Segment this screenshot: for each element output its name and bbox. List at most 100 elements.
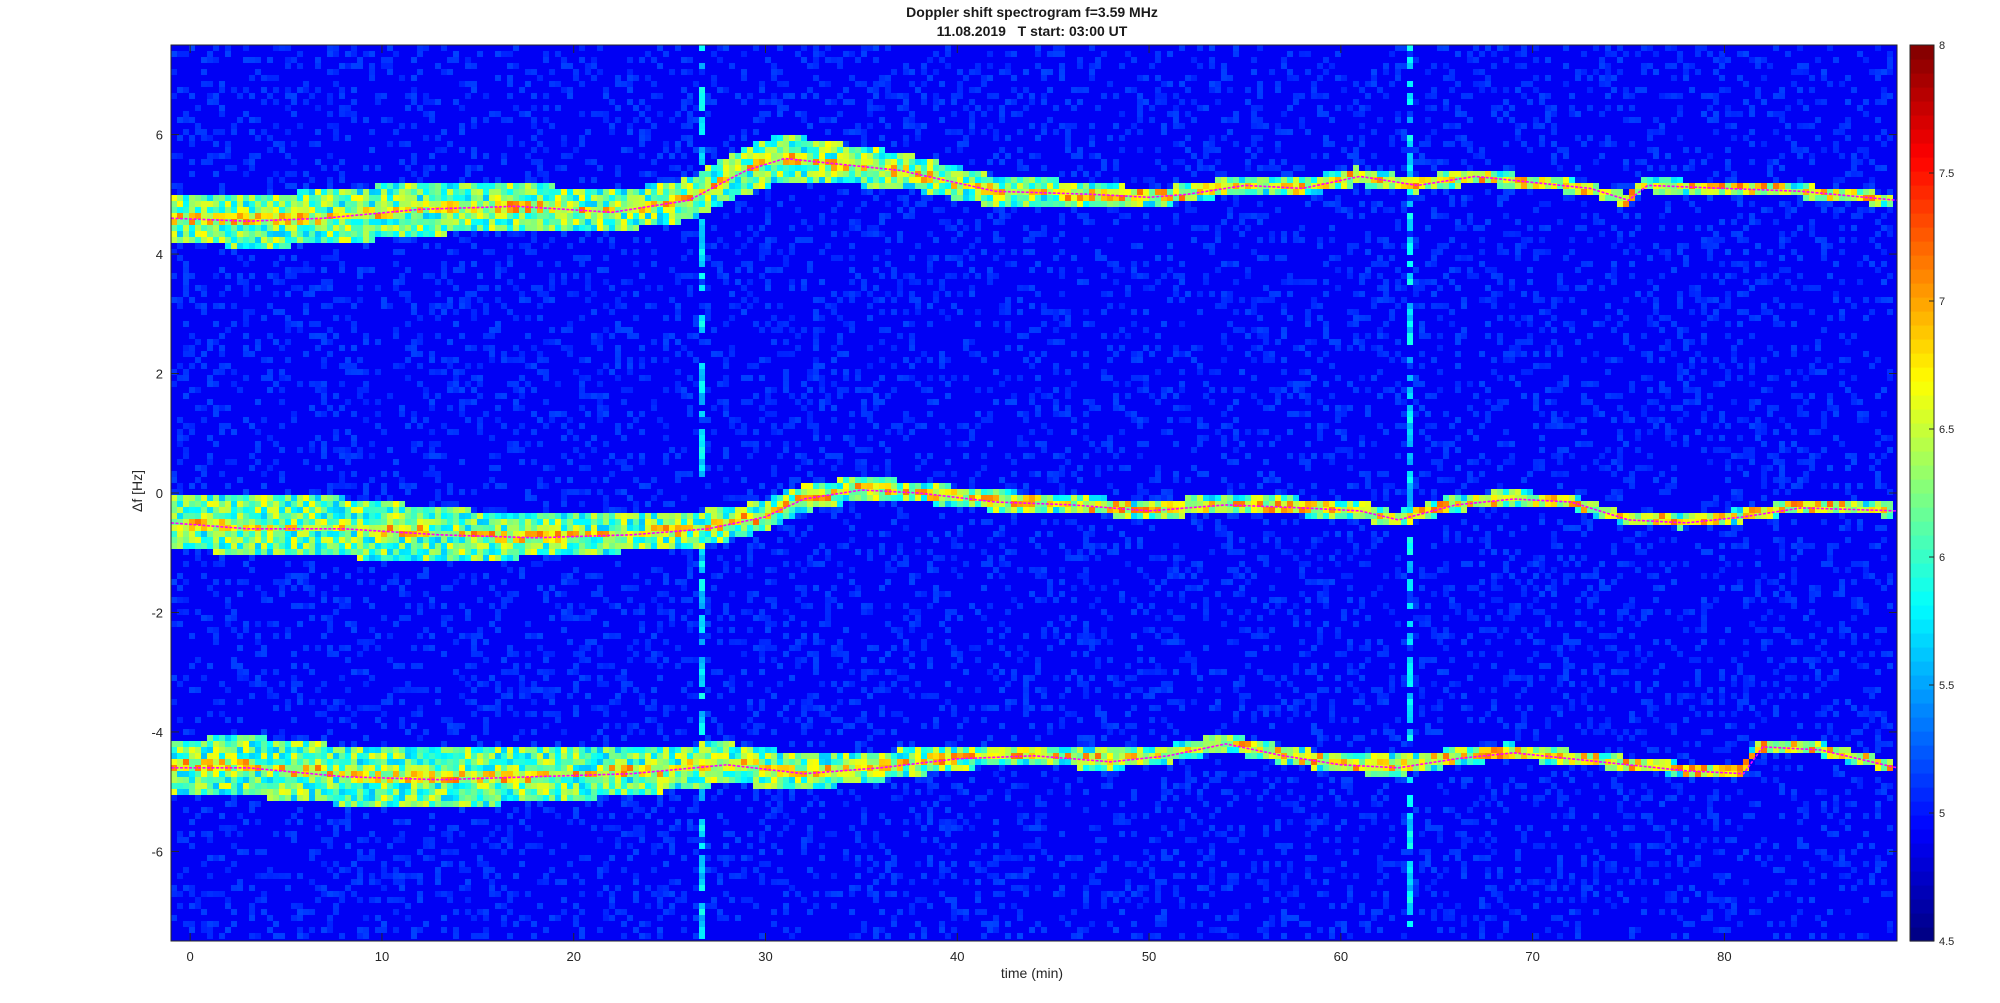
heatmap-cell [435, 303, 441, 309]
heatmap-cell [327, 93, 333, 99]
heatmap-cell [1521, 93, 1527, 99]
heatmap-cell [285, 153, 291, 159]
heatmap-cell [429, 303, 435, 309]
heatmap-cell [1539, 135, 1545, 141]
heatmap-cell [777, 303, 783, 309]
heatmap-cell [1809, 219, 1815, 225]
heatmap-cell [567, 345, 573, 351]
heatmap-cell [249, 219, 255, 225]
heatmap-cell [615, 297, 621, 303]
heatmap-cell [1659, 345, 1665, 351]
heatmap-cell [237, 225, 243, 231]
heatmap-cell [957, 231, 963, 237]
heatmap-cell [1509, 117, 1515, 123]
heatmap-cell [759, 327, 765, 333]
heatmap-cell [759, 225, 765, 231]
heatmap-cell [1527, 147, 1533, 153]
heatmap-cell [1179, 45, 1185, 51]
heatmap-cell [1251, 303, 1257, 309]
heatmap-cell [1653, 69, 1659, 75]
heatmap-cell [183, 279, 189, 285]
heatmap-cell [1083, 219, 1089, 225]
heatmap-cell [795, 153, 801, 159]
heatmap-cell [249, 75, 255, 81]
heatmap-cell [1365, 189, 1371, 195]
heatmap-cell [1257, 105, 1263, 111]
heatmap-cell [381, 57, 387, 63]
heatmap-cell [831, 159, 837, 165]
heatmap-cell [1113, 177, 1119, 183]
heatmap-cell [1233, 201, 1239, 207]
heatmap-cell [1047, 267, 1053, 273]
heatmap-cell [1827, 315, 1833, 321]
heatmap-cell [1185, 189, 1191, 195]
heatmap-cell [405, 231, 411, 237]
heatmap-cell [195, 285, 201, 291]
heatmap-cell [585, 159, 591, 165]
heatmap-cell [621, 213, 627, 219]
heatmap-cell [1461, 159, 1467, 165]
heatmap-cell [1305, 309, 1311, 315]
heatmap-cell [1545, 105, 1551, 111]
heatmap-cell [363, 237, 369, 243]
heatmap-cell [273, 261, 279, 267]
heatmap-cell [1263, 333, 1269, 339]
heatmap-cell [1311, 303, 1317, 309]
heatmap-cell [1095, 255, 1101, 261]
heatmap-cell [1731, 219, 1737, 225]
heatmap-cell [1683, 165, 1689, 171]
heatmap-cell [411, 171, 417, 177]
heatmap-cell [1767, 207, 1773, 213]
heatmap-cell [297, 213, 303, 219]
heatmap-cell [537, 171, 543, 177]
heatmap-cell [1401, 357, 1407, 363]
heatmap-cell [1557, 297, 1563, 303]
heatmap-cell [615, 327, 621, 333]
heatmap-cell [1167, 243, 1173, 249]
heatmap-cell [1059, 183, 1065, 189]
heatmap-cell [633, 207, 639, 213]
heatmap-cell [1593, 321, 1599, 327]
heatmap-cell [231, 195, 237, 201]
heatmap-cell [369, 207, 375, 213]
heatmap-cell [333, 129, 339, 135]
heatmap-cell [1197, 63, 1203, 69]
heatmap-cell [1593, 219, 1599, 225]
heatmap-cell [747, 303, 753, 309]
heatmap-cell [243, 261, 249, 267]
heatmap-cell [1053, 387, 1059, 393]
heatmap-cell [1659, 213, 1665, 219]
heatmap-cell [801, 237, 807, 243]
heatmap-cell [375, 225, 381, 231]
heatmap-cell [969, 291, 975, 297]
heatmap-cell [1203, 195, 1209, 201]
heatmap-cell [351, 303, 357, 309]
heatmap-cell [1599, 63, 1605, 69]
heatmap-cell [1563, 285, 1569, 291]
heatmap-cell [1605, 273, 1611, 279]
heatmap-cell [1767, 171, 1773, 177]
heatmap-cell [1641, 177, 1647, 183]
heatmap-cell [1515, 249, 1521, 255]
heatmap-cell [267, 201, 273, 207]
heatmap-cell [399, 213, 405, 219]
heatmap-cell [1185, 111, 1191, 117]
heatmap-cell [1449, 183, 1455, 189]
heatmap-cell [1551, 123, 1557, 129]
heatmap-cell [1317, 93, 1323, 99]
heatmap-cell [255, 219, 261, 225]
heatmap-cell [1143, 195, 1149, 201]
heatmap-cell [393, 333, 399, 339]
heatmap-cell [693, 273, 699, 279]
heatmap-cell [789, 279, 795, 285]
heatmap-cell [171, 183, 177, 189]
heatmap-cell [879, 81, 885, 87]
heatmap-cell [975, 189, 981, 195]
heatmap-cell [693, 213, 699, 219]
heatmap-cell [945, 273, 951, 279]
heatmap-cell [1581, 183, 1587, 189]
heatmap-cell [1125, 189, 1131, 195]
heatmap-cell [1659, 183, 1665, 189]
heatmap-cell [1503, 231, 1509, 237]
heatmap-cell [639, 129, 645, 135]
